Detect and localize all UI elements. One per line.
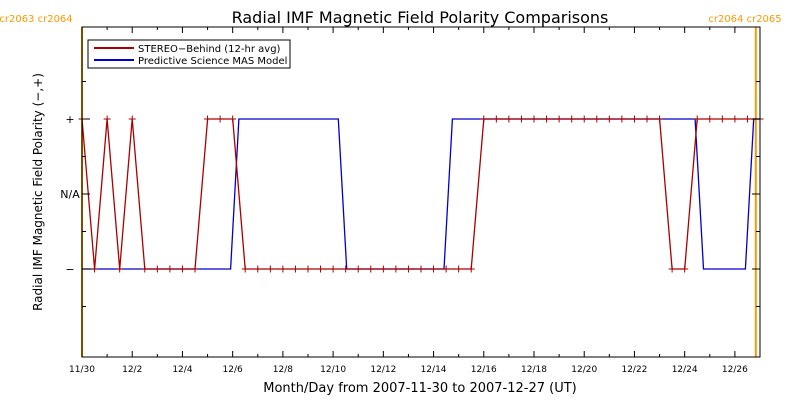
stereo-behind-point [731, 115, 739, 123]
stereo-behind-point [643, 115, 651, 123]
stereo-behind-point [442, 265, 450, 273]
stereo-behind-point [166, 265, 174, 273]
stereo-behind-point [103, 115, 111, 123]
x-tick-label: 12/16 [471, 365, 497, 375]
stereo-behind-point [91, 265, 99, 273]
stereo-behind-point [254, 265, 262, 273]
stereo-behind-point [304, 265, 312, 273]
x-axis-label: Month/Day from 2007-11-30 to 2007-12-27 … [263, 381, 576, 396]
x-tick-label: 12/22 [621, 365, 647, 375]
chart-title: Radial IMF Magnetic Field Polarity Compa… [232, 8, 609, 27]
plot-frame [81, 26, 761, 358]
stereo-behind-point [743, 115, 751, 123]
stereo-behind-point [656, 115, 664, 123]
stereo-behind-point [266, 265, 274, 273]
y-axis-label: Radial IMF Magnetic Field Polarity (−,+) [31, 73, 45, 311]
stereo-behind-point [530, 115, 538, 123]
stereo-behind-point [605, 115, 613, 123]
stereo-behind-point [367, 265, 375, 273]
axis-ticks-layer: 11/30 12/2 12/4 12/6 12/8 12/10 12/12 12/14 12/1… [60, 27, 760, 375]
stereo-behind-point [141, 265, 149, 273]
stereo-behind-point [718, 115, 726, 123]
legend-label-stereo: STEREO−Behind (12-hr avg) [138, 44, 281, 55]
x-tick-label: 12/2 [122, 365, 142, 375]
carrington-label: cr2064 cr2065 [708, 14, 781, 25]
stereo-behind-point [291, 265, 299, 273]
y-tick-label: + [65, 113, 74, 126]
stereo-behind-point [342, 265, 350, 273]
x-tick-label: 12/26 [722, 365, 748, 375]
stereo-behind-point [505, 115, 513, 123]
stereo-behind-point [618, 115, 626, 123]
stereo-behind-point [517, 115, 525, 123]
legend-box [87, 39, 291, 69]
stereo-behind-point [279, 265, 287, 273]
x-tick-label: 12/18 [521, 365, 547, 375]
stereo-behind-point [354, 265, 362, 273]
stereo-behind-point [191, 265, 199, 273]
stereo-behind-point [681, 265, 689, 273]
x-tick-label: 12/12 [370, 365, 396, 375]
stereo-behind-point [329, 265, 337, 273]
stereo-behind-point [178, 265, 186, 273]
stereo-behind-point [555, 115, 563, 123]
x-tick-label: 12/10 [320, 365, 346, 375]
stereo-behind-point [241, 265, 249, 273]
stereo-behind-point [467, 265, 475, 273]
x-tick-label: 12/24 [672, 365, 698, 375]
stereo-behind-point [417, 265, 425, 273]
stereo-behind-point [379, 265, 387, 273]
stereo-behind-point [455, 265, 463, 273]
stereo-behind-point [128, 115, 136, 123]
stereo-behind-point [593, 115, 601, 123]
legend: STEREO−Behind (12-hr avg) Predictive Sci… [87, 39, 291, 69]
x-tick-label: 12/20 [571, 365, 597, 375]
stereo-behind-point [543, 115, 551, 123]
series-layer [78, 115, 764, 273]
stereo-behind-point [204, 115, 212, 123]
x-tick-label: 12/8 [273, 365, 293, 375]
carrington-label: cr2063 cr2064 [0, 14, 73, 25]
stereo-behind-point [317, 265, 325, 273]
stereo-behind-point [492, 115, 500, 123]
y-tick-label: − [65, 263, 74, 276]
stereo-behind-point [480, 115, 488, 123]
stereo-behind-point [153, 265, 161, 273]
stereo-behind-point [392, 265, 400, 273]
legend-label-model: Predictive Science MAS Model [138, 56, 287, 67]
stereo-behind-point [430, 265, 438, 273]
y-tick-label: N/A [60, 188, 80, 201]
stereo-behind-point [668, 265, 676, 273]
stereo-behind-point [630, 115, 638, 123]
stereo-behind-point [216, 115, 224, 123]
stereo-behind-point [706, 115, 714, 123]
stereo-behind-point [568, 115, 576, 123]
stereo-behind-point [229, 115, 237, 123]
stereo-behind-point [580, 115, 588, 123]
x-tick-label: 12/6 [223, 365, 243, 375]
x-tick-label: 11/30 [69, 365, 95, 375]
stereo-behind-point [404, 265, 412, 273]
mas-model-series-line [82, 118, 760, 270]
x-tick-label: 12/14 [421, 365, 447, 375]
stereo-behind-point [693, 115, 701, 123]
stereo-behind-point [116, 265, 124, 273]
x-tick-label: 12/4 [172, 365, 192, 375]
